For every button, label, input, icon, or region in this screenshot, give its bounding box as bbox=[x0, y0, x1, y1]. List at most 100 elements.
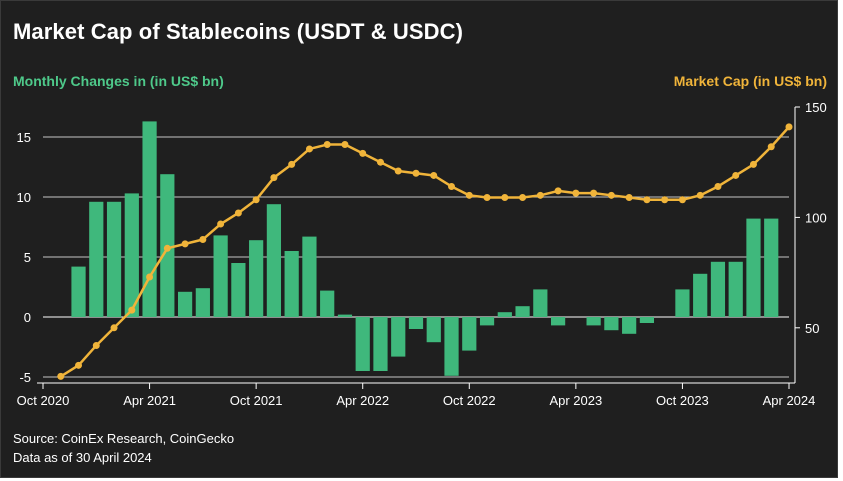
bar bbox=[373, 317, 388, 371]
market-cap-point bbox=[92, 341, 100, 349]
market-cap-point bbox=[199, 235, 207, 243]
market-cap-point bbox=[412, 169, 420, 177]
x-tick-label: Oct 2021 bbox=[230, 393, 283, 408]
market-cap-point bbox=[696, 191, 704, 199]
bar bbox=[622, 317, 637, 334]
bar bbox=[426, 317, 441, 343]
market-cap-point bbox=[554, 187, 562, 195]
market-cap-point bbox=[217, 220, 225, 228]
market-cap-point bbox=[394, 167, 402, 175]
bar bbox=[408, 317, 424, 329]
market-cap-point bbox=[430, 171, 438, 179]
bar bbox=[89, 201, 104, 317]
x-tick-label: Apr 2022 bbox=[336, 393, 389, 408]
market-cap-point bbox=[110, 324, 118, 332]
market-cap-point bbox=[572, 189, 580, 197]
market-cap-point bbox=[341, 141, 349, 149]
x-tick-label: Apr 2023 bbox=[549, 393, 602, 408]
market-cap-point bbox=[252, 196, 260, 204]
left-tick-label: 10 bbox=[17, 190, 31, 205]
bar bbox=[355, 317, 370, 371]
bar bbox=[497, 312, 512, 317]
source-note: Source: CoinEx Research, CoinGecko bbox=[13, 431, 235, 446]
axes bbox=[37, 106, 800, 389]
market-cap-point bbox=[181, 240, 189, 248]
market-cap-point bbox=[643, 196, 651, 204]
market-cap-point bbox=[323, 141, 331, 149]
right-tick-label: 150 bbox=[805, 100, 827, 115]
bar bbox=[604, 317, 619, 331]
line-series bbox=[57, 123, 793, 380]
market-cap-point bbox=[590, 189, 598, 197]
x-tick-label: Apr 2024 bbox=[763, 393, 816, 408]
market-cap-point bbox=[519, 194, 527, 202]
bar bbox=[195, 288, 210, 317]
bar bbox=[533, 289, 548, 317]
chart-title: Market Cap of Stablecoins (USDT & USDC) bbox=[13, 19, 464, 44]
bar bbox=[177, 291, 193, 317]
market-cap-point bbox=[376, 158, 384, 166]
right-tick-label: 100 bbox=[805, 210, 827, 225]
left-tick-label: 0 bbox=[24, 310, 31, 325]
x-tick-label: Apr 2021 bbox=[123, 393, 176, 408]
market-cap-point bbox=[749, 160, 757, 168]
market-cap-point bbox=[234, 209, 242, 217]
bar bbox=[586, 317, 601, 326]
left-axis-label: Monthly Changes in (in US$ bn) bbox=[13, 73, 224, 89]
market-cap-point bbox=[146, 273, 154, 281]
market-cap-point bbox=[57, 372, 65, 380]
market-cap-point bbox=[483, 194, 491, 202]
x-tick-label: Oct 2020 bbox=[17, 393, 70, 408]
market-cap-point bbox=[536, 191, 544, 199]
x-tick-label: Oct 2022 bbox=[443, 393, 496, 408]
market-cap-point bbox=[661, 196, 669, 204]
bar bbox=[479, 317, 495, 326]
bar bbox=[231, 263, 246, 317]
market-cap-point bbox=[128, 306, 136, 314]
right-tick-label: 50 bbox=[805, 321, 819, 336]
bar bbox=[337, 314, 353, 317]
bar bbox=[391, 317, 406, 357]
left-tick-label: 5 bbox=[24, 250, 31, 265]
as-of-note: Data as of 30 April 2024 bbox=[13, 450, 152, 465]
bar bbox=[764, 218, 779, 317]
bar bbox=[728, 261, 743, 317]
bar bbox=[106, 201, 122, 317]
bar bbox=[284, 251, 299, 317]
left-tick-label: 15 bbox=[17, 130, 31, 145]
market-cap-point bbox=[163, 244, 171, 252]
market-cap-point bbox=[465, 191, 473, 199]
bar bbox=[213, 235, 228, 317]
market-cap-point bbox=[678, 196, 686, 204]
market-cap-point bbox=[270, 174, 278, 182]
bar bbox=[746, 218, 761, 317]
market-cap-point bbox=[732, 171, 740, 179]
x-tick-label: Oct 2023 bbox=[656, 393, 709, 408]
market-cap-point bbox=[714, 182, 722, 190]
bar bbox=[639, 317, 655, 323]
market-cap-point bbox=[448, 182, 456, 190]
bar bbox=[710, 261, 726, 317]
market-cap-point bbox=[501, 194, 509, 202]
bar bbox=[675, 289, 690, 317]
right-axis-label: Market Cap (in US$ bn) bbox=[673, 73, 827, 89]
bar bbox=[124, 193, 139, 317]
market-cap-point bbox=[305, 145, 313, 153]
bar bbox=[71, 266, 86, 317]
bar bbox=[693, 273, 708, 317]
bar bbox=[266, 204, 282, 317]
bar bbox=[444, 317, 459, 376]
bar-series bbox=[71, 121, 779, 376]
market-cap-point bbox=[625, 194, 633, 202]
left-tick-label: -5 bbox=[19, 370, 31, 385]
market-cap-point bbox=[359, 149, 367, 157]
bar bbox=[515, 306, 530, 317]
bar bbox=[320, 290, 335, 317]
market-cap-point bbox=[75, 361, 83, 369]
market-cap-point bbox=[607, 191, 615, 199]
bar bbox=[249, 240, 264, 317]
